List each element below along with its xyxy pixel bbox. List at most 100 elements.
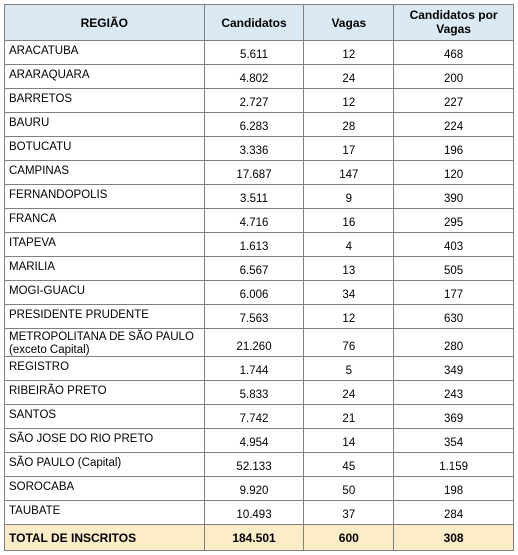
total-ratio: 308 [394, 525, 514, 551]
cell-vagas: 16 [304, 209, 394, 233]
cell-candidatos: 6.567 [204, 257, 304, 281]
table-row: BAURU6.28328224 [5, 113, 514, 137]
cell-candidatos: 9.920 [204, 477, 304, 501]
cell-vagas: 9 [304, 185, 394, 209]
cell-vagas: 12 [304, 305, 394, 329]
cell-ratio: 227 [394, 89, 514, 113]
cell-regiao: SÃO JOSE DO RIO PRETO [5, 429, 205, 453]
cell-regiao: MARILIA [5, 257, 205, 281]
cell-regiao: METROPOLITANA DE SÃO PAULO (exceto Capit… [5, 329, 205, 357]
cell-vagas: 50 [304, 477, 394, 501]
cell-ratio: 369 [394, 405, 514, 429]
cell-candidatos: 1.744 [204, 357, 304, 381]
cell-ratio: 120 [394, 161, 514, 185]
cell-ratio: 1.159 [394, 453, 514, 477]
cell-regiao: RIBEIRÃO PRETO [5, 381, 205, 405]
cell-vagas: 37 [304, 501, 394, 525]
cell-candidatos: 17.687 [204, 161, 304, 185]
table-row: SÃO PAULO (Capital)52.133451.159 [5, 453, 514, 477]
cell-candidatos: 4.802 [204, 65, 304, 89]
header-ratio: Candidatos por Vagas [394, 5, 514, 41]
cell-candidatos: 7.563 [204, 305, 304, 329]
cell-vagas: 34 [304, 281, 394, 305]
cell-candidatos: 5.833 [204, 381, 304, 405]
cell-regiao: BARRETOS [5, 89, 205, 113]
table-row: PRESIDENTE PRUDENTE7.56312630 [5, 305, 514, 329]
table-row: SÃO JOSE DO RIO PRETO4.95414354 [5, 429, 514, 453]
cell-candidatos: 4.716 [204, 209, 304, 233]
cell-candidatos: 6.283 [204, 113, 304, 137]
table-row: REGISTRO1.7445349 [5, 357, 514, 381]
header-row: REGIÃO Candidatos Vagas Candidatos por V… [5, 5, 514, 41]
cell-ratio: 505 [394, 257, 514, 281]
header-vagas: Vagas [304, 5, 394, 41]
cell-regiao: BOTUCATU [5, 137, 205, 161]
cell-vagas: 13 [304, 257, 394, 281]
cell-ratio: 295 [394, 209, 514, 233]
table-row: RIBEIRÃO PRETO5.83324243 [5, 381, 514, 405]
cell-vagas: 76 [304, 329, 394, 357]
cell-regiao: SÃO PAULO (Capital) [5, 453, 205, 477]
table-row: METROPOLITANA DE SÃO PAULO (exceto Capit… [5, 329, 514, 357]
cell-vagas: 12 [304, 41, 394, 65]
cell-candidatos: 6.006 [204, 281, 304, 305]
cell-ratio: 354 [394, 429, 514, 453]
table-row: BOTUCATU3.33617196 [5, 137, 514, 161]
cell-vagas: 17 [304, 137, 394, 161]
cell-candidatos: 1.613 [204, 233, 304, 257]
table-row: FRANCA4.71616295 [5, 209, 514, 233]
cell-vagas: 45 [304, 453, 394, 477]
cell-candidatos: 4.954 [204, 429, 304, 453]
cell-ratio: 468 [394, 41, 514, 65]
cell-regiao: ARARAQUARA [5, 65, 205, 89]
cell-ratio: 200 [394, 65, 514, 89]
cell-vagas: 14 [304, 429, 394, 453]
header-candidatos: Candidatos [204, 5, 304, 41]
cell-candidatos: 3.336 [204, 137, 304, 161]
cell-regiao: ITAPEVA [5, 233, 205, 257]
cell-candidatos: 7.742 [204, 405, 304, 429]
table-row: ARARAQUARA4.80224200 [5, 65, 514, 89]
cell-ratio: 349 [394, 357, 514, 381]
cell-regiao: FERNANDOPOLIS [5, 185, 205, 209]
cell-regiao: TAUBATE [5, 501, 205, 525]
cell-regiao: SANTOS [5, 405, 205, 429]
total-vagas: 600 [304, 525, 394, 551]
cell-regiao: MOGI-GUACU [5, 281, 205, 305]
table-row: CAMPINAS17.687147120 [5, 161, 514, 185]
cell-candidatos: 2.727 [204, 89, 304, 113]
table-row: FERNANDOPOLIS3.5119390 [5, 185, 514, 209]
cell-ratio: 177 [394, 281, 514, 305]
cell-vagas: 24 [304, 381, 394, 405]
cell-ratio: 284 [394, 501, 514, 525]
cell-vagas: 24 [304, 65, 394, 89]
total-label: TOTAL DE INSCRITOS [5, 525, 205, 551]
cell-ratio: 390 [394, 185, 514, 209]
cell-vagas: 12 [304, 89, 394, 113]
table-row: ARACATUBA5.61112468 [5, 41, 514, 65]
table-row: TAUBATE10.49337284 [5, 501, 514, 525]
cell-vagas: 28 [304, 113, 394, 137]
cell-candidatos: 5.611 [204, 41, 304, 65]
cell-ratio: 630 [394, 305, 514, 329]
table-row: BARRETOS2.72712227 [5, 89, 514, 113]
cell-ratio: 224 [394, 113, 514, 137]
cell-ratio: 243 [394, 381, 514, 405]
cell-regiao: FRANCA [5, 209, 205, 233]
table-row: ITAPEVA1.6134403 [5, 233, 514, 257]
cell-candidatos: 3.511 [204, 185, 304, 209]
table-row: MARILIA6.56713505 [5, 257, 514, 281]
cell-regiao: BAURU [5, 113, 205, 137]
cell-ratio: 196 [394, 137, 514, 161]
cell-vagas: 5 [304, 357, 394, 381]
cell-regiao: REGISTRO [5, 357, 205, 381]
cell-candidatos: 21.260 [204, 329, 304, 357]
table-row: MOGI-GUACU6.00634177 [5, 281, 514, 305]
cell-candidatos: 10.493 [204, 501, 304, 525]
cell-vagas: 147 [304, 161, 394, 185]
candidates-table: REGIÃO Candidatos Vagas Candidatos por V… [4, 4, 514, 551]
cell-regiao: SOROCABA [5, 477, 205, 501]
total-row: TOTAL DE INSCRITOS184.501600308 [5, 525, 514, 551]
cell-vagas: 21 [304, 405, 394, 429]
cell-regiao: CAMPINAS [5, 161, 205, 185]
